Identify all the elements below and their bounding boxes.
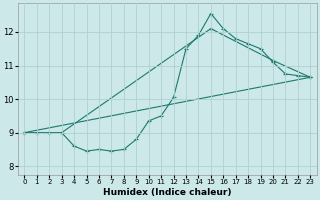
X-axis label: Humidex (Indice chaleur): Humidex (Indice chaleur) [103, 188, 232, 197]
